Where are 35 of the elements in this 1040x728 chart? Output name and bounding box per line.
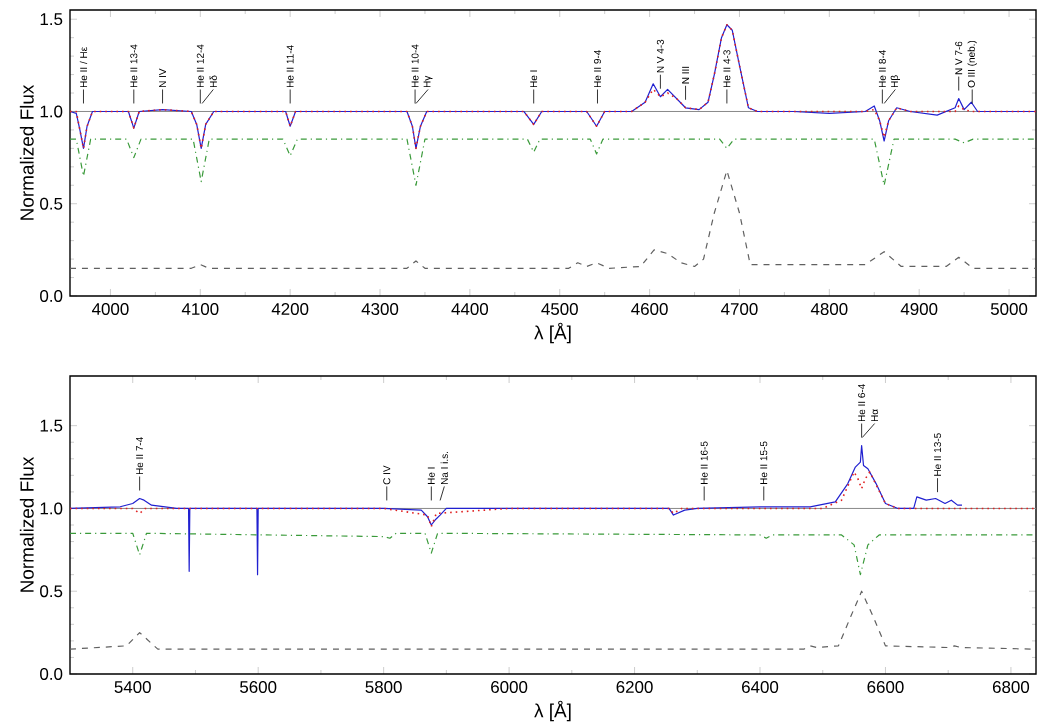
x-tick-label: 5400 (114, 681, 151, 694)
x-tick-label: 5000 (990, 303, 1028, 316)
y-tick-label: 1.5 (40, 419, 63, 432)
x-tick-label: 4900 (900, 303, 938, 316)
x-tick-label: 5600 (240, 681, 277, 694)
x-tick-label: 4600 (631, 303, 668, 316)
y-axis-title: Normalized Flux (19, 84, 34, 220)
x-tick-label: 6000 (491, 681, 528, 694)
x-tick-label: 5800 (365, 681, 402, 694)
x-tick-label: 6200 (616, 681, 653, 694)
y-tick-label: 0.5 (40, 585, 63, 598)
x-tick-label: 4100 (181, 303, 219, 316)
y-tick-label: 0.0 (40, 290, 63, 302)
x-tick-label: 4400 (451, 303, 489, 316)
y-tick-label: 1.0 (40, 502, 63, 515)
line-series (70, 169, 1037, 269)
x-axis-title: λ [Å] (534, 700, 571, 722)
x-tick-label: 6800 (992, 681, 1030, 694)
y-tick-label: 1.5 (40, 13, 63, 26)
y-tick-label: 1.0 (40, 105, 63, 118)
line-series (70, 138, 1037, 186)
line-series (70, 590, 1037, 650)
x-tick-label: 4800 (810, 303, 848, 316)
x-tick-label: 4000 (91, 303, 129, 316)
x-tick-label: 4300 (361, 303, 399, 316)
x-tick-label: 4500 (541, 303, 578, 316)
y-tick-label: 0.0 (40, 668, 63, 680)
x-tick-label: 6600 (867, 681, 904, 694)
y-axis-title: Normalized Flux (19, 456, 34, 592)
x-axis-title: λ [Å] (534, 322, 571, 344)
y-tick-label: 0.5 (40, 197, 63, 210)
x-tick-label: 4200 (271, 303, 309, 316)
line-series (70, 532, 1037, 576)
x-tick-label: 6400 (742, 681, 779, 694)
x-tick-label: 4700 (721, 303, 758, 316)
